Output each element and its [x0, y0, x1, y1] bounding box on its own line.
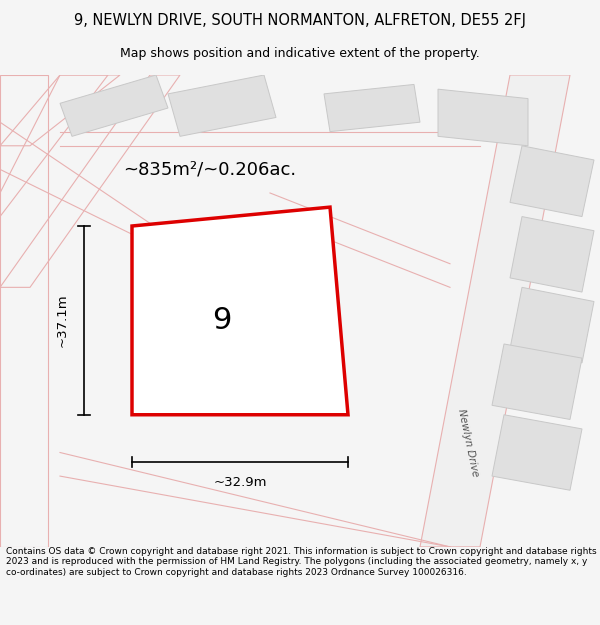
Polygon shape	[60, 75, 168, 136]
Text: Map shows position and indicative extent of the property.: Map shows position and indicative extent…	[120, 48, 480, 61]
Polygon shape	[168, 75, 276, 136]
Polygon shape	[438, 89, 528, 146]
Polygon shape	[132, 207, 348, 415]
Polygon shape	[492, 344, 582, 419]
Text: Contains OS data © Crown copyright and database right 2021. This information is : Contains OS data © Crown copyright and d…	[6, 547, 596, 577]
Text: ~37.1m: ~37.1m	[56, 294, 69, 348]
Polygon shape	[510, 288, 594, 363]
Text: ~835m²/~0.206ac.: ~835m²/~0.206ac.	[124, 161, 296, 178]
Polygon shape	[192, 288, 300, 382]
Polygon shape	[510, 216, 594, 292]
Polygon shape	[324, 84, 420, 132]
Polygon shape	[492, 415, 582, 490]
Text: ~32.9m: ~32.9m	[213, 476, 267, 489]
Text: 9, NEWLYN DRIVE, SOUTH NORMANTON, ALFRETON, DE55 2FJ: 9, NEWLYN DRIVE, SOUTH NORMANTON, ALFRET…	[74, 14, 526, 29]
Polygon shape	[420, 75, 570, 547]
Polygon shape	[510, 146, 594, 216]
Text: Newlyn Drive: Newlyn Drive	[456, 408, 480, 478]
Text: 9: 9	[212, 306, 232, 335]
